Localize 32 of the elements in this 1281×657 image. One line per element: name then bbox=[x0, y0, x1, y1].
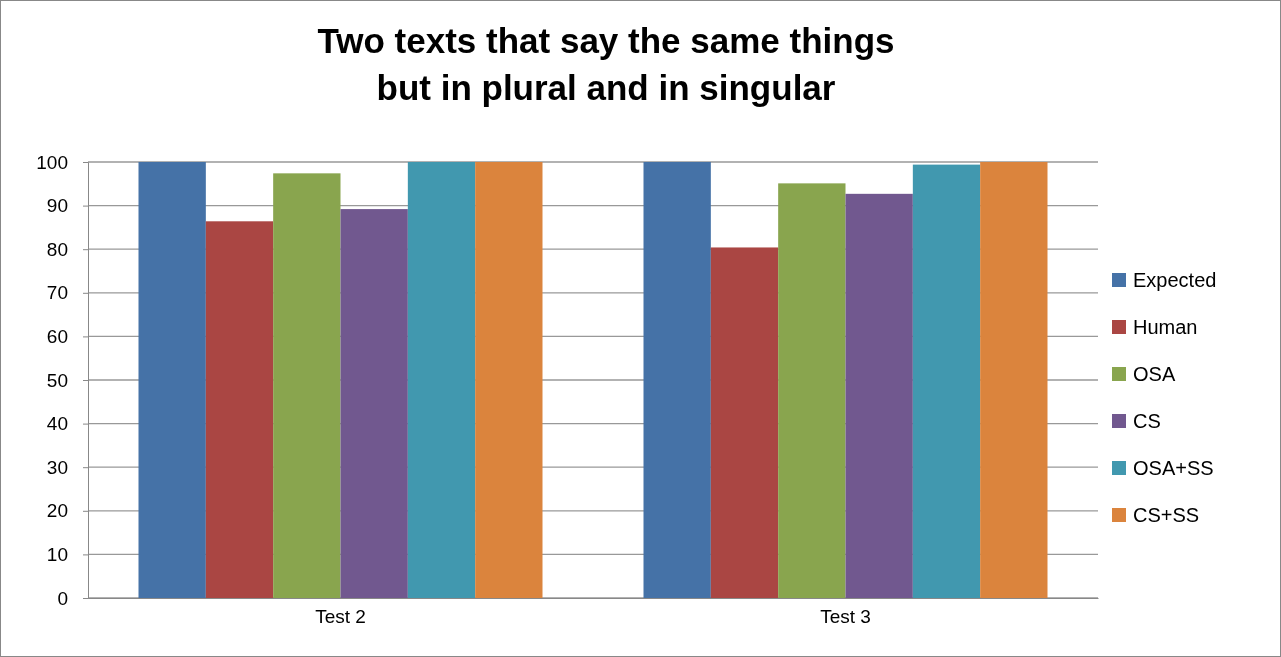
x-tick-label: Test 3 bbox=[820, 606, 871, 627]
bar bbox=[273, 173, 341, 598]
bar bbox=[340, 209, 408, 598]
bar bbox=[912, 164, 981, 598]
bar bbox=[643, 162, 711, 598]
y-tick-label: 0 bbox=[57, 587, 68, 609]
bar bbox=[980, 162, 1048, 598]
y-tick-label: 60 bbox=[46, 325, 68, 347]
bar bbox=[710, 247, 779, 598]
legend-label: OSA bbox=[1133, 363, 1176, 385]
y-tick-label: 70 bbox=[46, 282, 68, 304]
y-tick-label: 100 bbox=[36, 151, 68, 173]
y-tick-label: 30 bbox=[46, 456, 68, 478]
y-tick-label: 10 bbox=[46, 543, 68, 565]
legend-label: Human bbox=[1133, 316, 1198, 338]
bar bbox=[475, 162, 543, 598]
y-tick-label: 40 bbox=[46, 413, 68, 435]
bar bbox=[138, 162, 206, 598]
bar bbox=[407, 162, 476, 598]
chart-title: Two texts that say the same things but in plural and in singular bbox=[317, 21, 895, 107]
y-tick-label: 20 bbox=[46, 500, 68, 522]
bar bbox=[205, 221, 274, 598]
y-tick-label: 50 bbox=[46, 369, 68, 391]
legend-label: CS+SS bbox=[1133, 504, 1200, 526]
legend-label: Expected bbox=[1133, 269, 1217, 291]
x-tick-label: Test 2 bbox=[315, 606, 366, 627]
bar bbox=[845, 193, 913, 598]
legend-label: OSA+SS bbox=[1133, 457, 1214, 479]
y-tick-label: 90 bbox=[46, 195, 68, 217]
y-tick-label: 80 bbox=[46, 238, 68, 260]
legend-label: CS bbox=[1133, 410, 1161, 432]
bar bbox=[778, 183, 846, 598]
